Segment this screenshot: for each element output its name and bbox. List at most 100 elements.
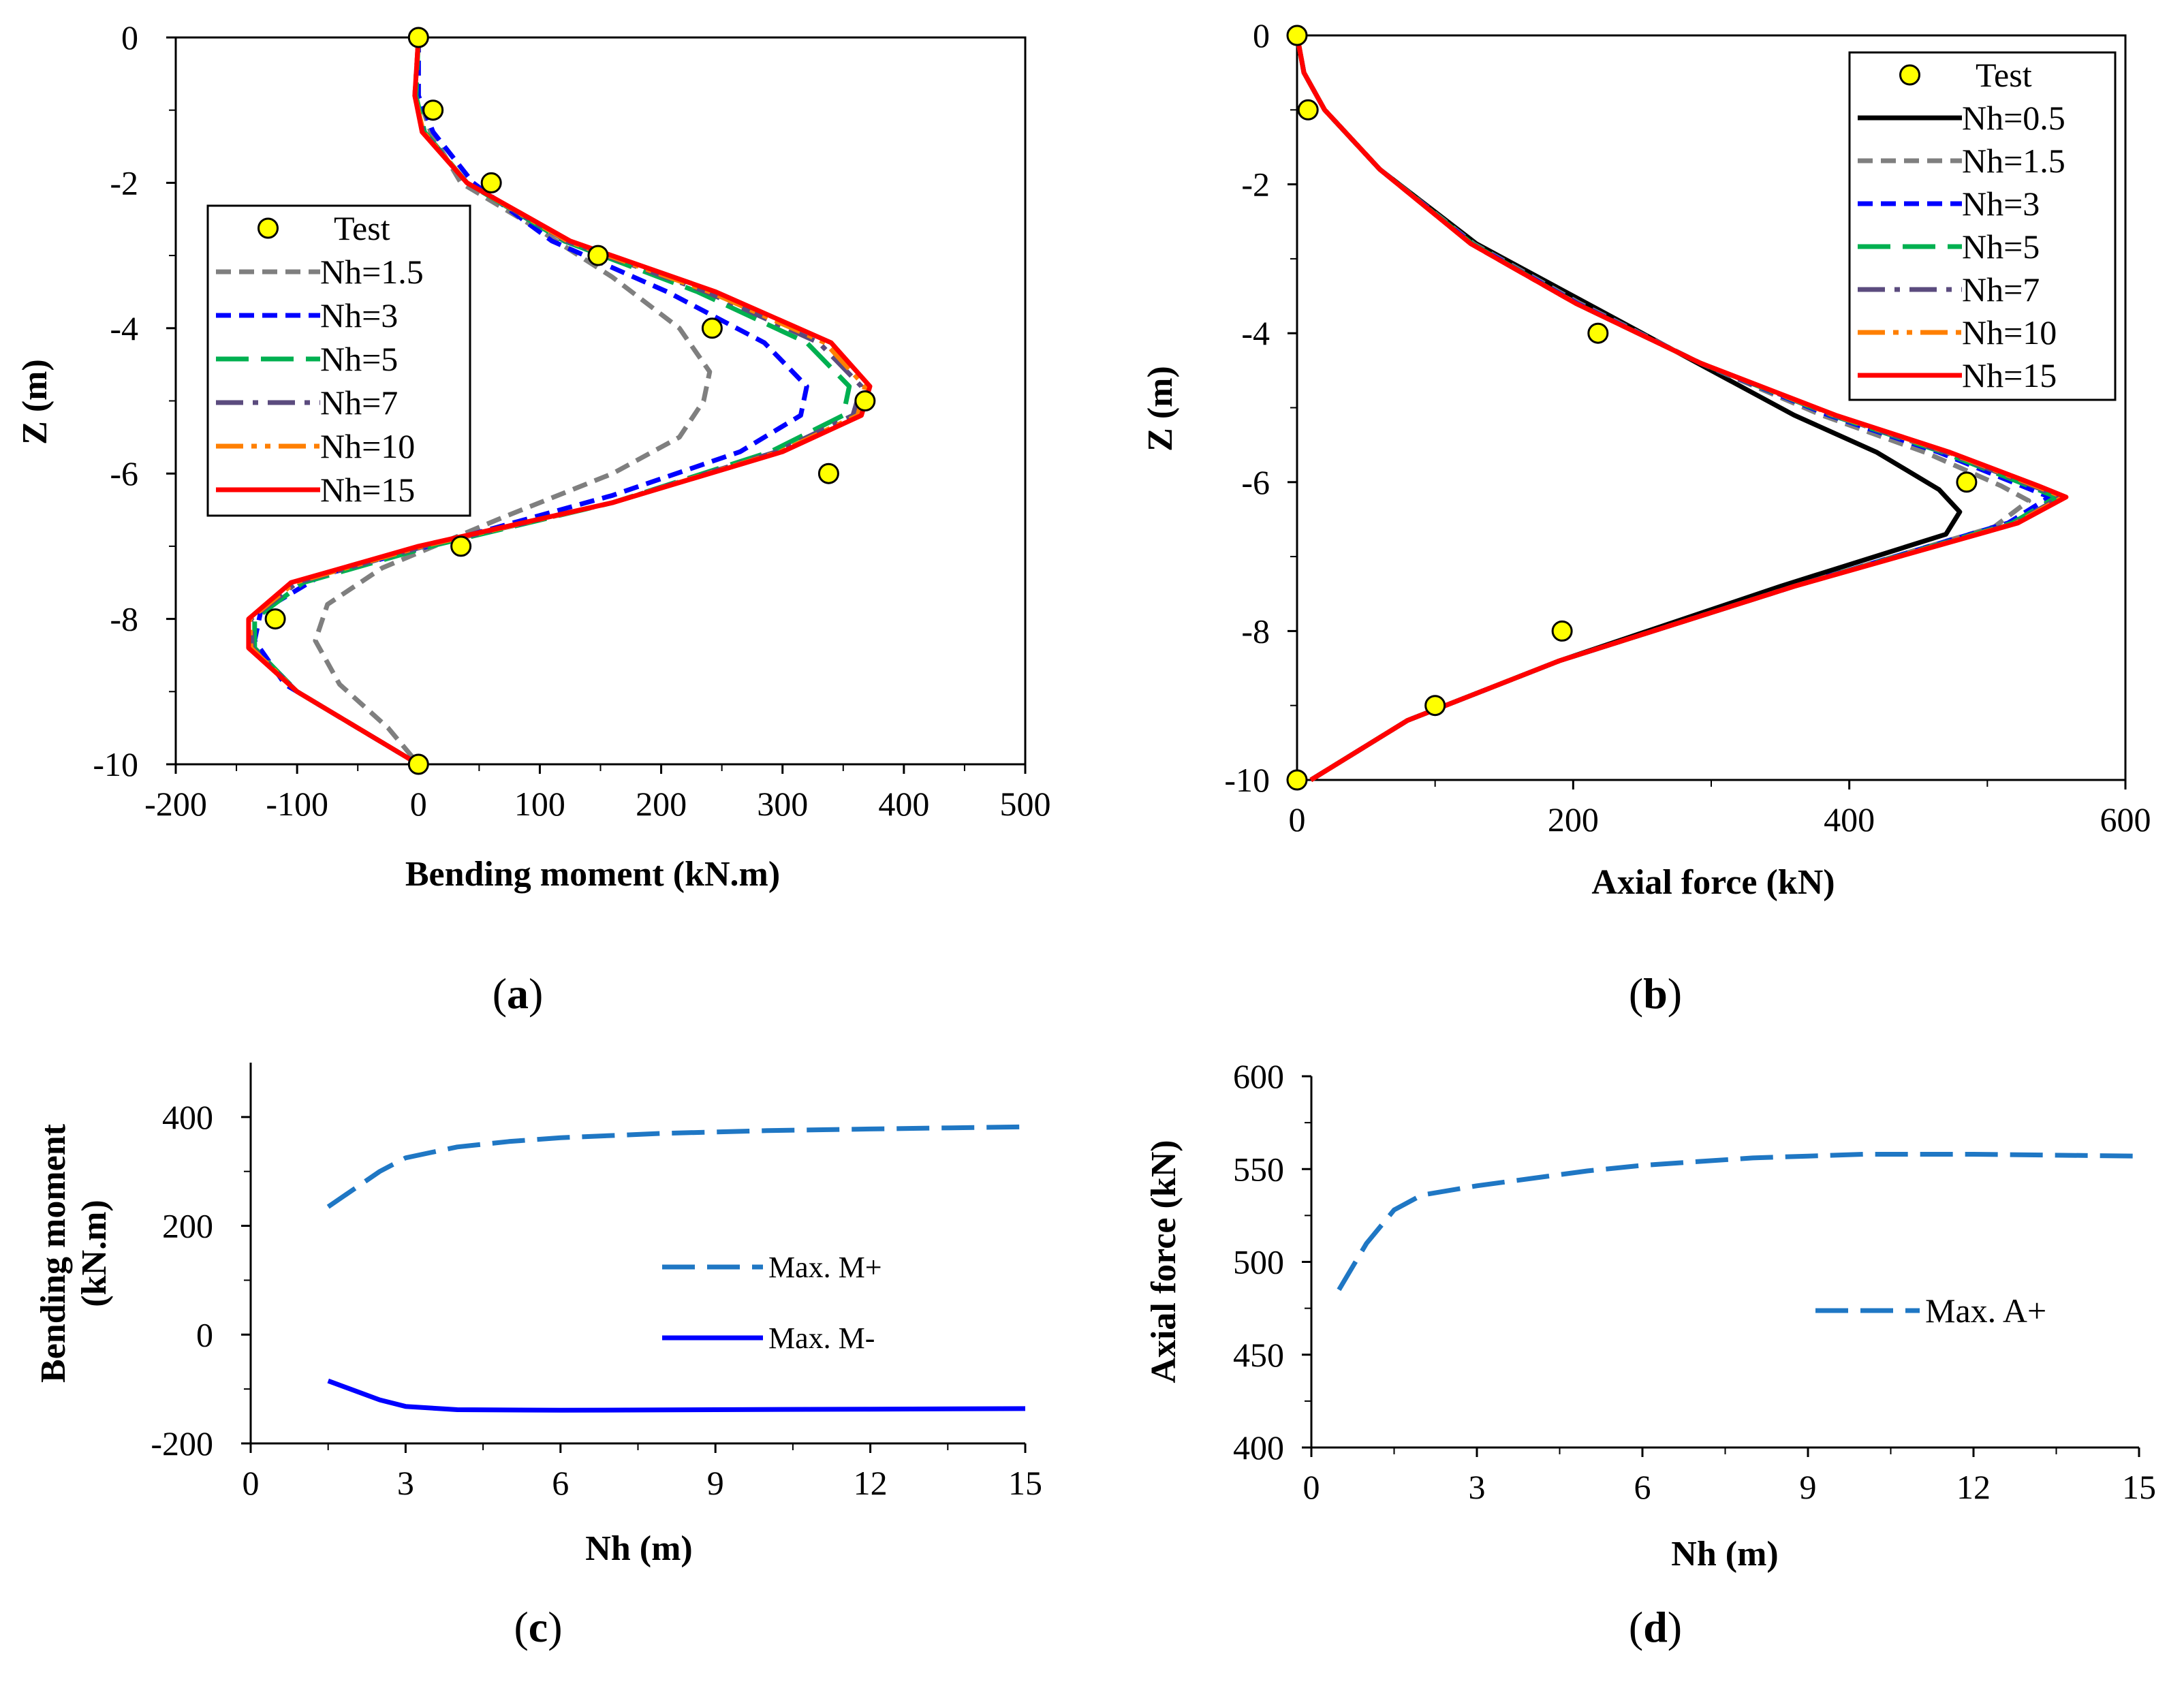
- legend-label: Nh=1.5: [320, 253, 424, 291]
- x-tick-label: 9: [707, 1464, 724, 1502]
- legend-test-marker: [258, 217, 279, 239]
- x-tick-label: 15: [2122, 1468, 2156, 1506]
- panel-caption: (b): [1629, 969, 1682, 1018]
- y-tick-label: -200: [151, 1424, 213, 1462]
- series-line-nh-1-5: [313, 37, 713, 766]
- y-axis-title: Axial force (kN): [1144, 1140, 1183, 1383]
- series-line-max-m-: [327, 1378, 1026, 1413]
- x-tick-label: 6: [1634, 1468, 1651, 1506]
- y-tick-label: -4: [110, 309, 138, 347]
- legend-box: [1848, 51, 2117, 401]
- y-axis-title: Z (m): [1141, 366, 1180, 452]
- x-axis-title: Bending moment (kN.m): [405, 855, 780, 894]
- y-axis-title: Bending moment(kN.m): [34, 1123, 114, 1383]
- y-tick-label: 400: [162, 1098, 213, 1136]
- x-tick-label: 0: [1303, 1468, 1320, 1506]
- x-tick-label: 6: [552, 1464, 569, 1502]
- chart-c: 0 3 6 9 12 15 -200 0 200 400 Nh (m) Bending moment(…: [34, 1063, 1042, 1651]
- legend-label: Nh=10: [320, 427, 415, 465]
- x-tick-label: 3: [1469, 1468, 1486, 1506]
- legend-label: Nh=5: [320, 340, 398, 378]
- panel-caption: (c): [514, 1603, 562, 1651]
- test-data-point: [701, 317, 723, 339]
- x-tick-label: 500: [1000, 785, 1051, 823]
- chart-a: -200 -100 0 100 200 300 400 500 0 -2 -4 -6 -8 -10 Bend…: [16, 18, 1051, 1018]
- test-data-point: [1286, 25, 1308, 46]
- x-tick-label: 400: [878, 785, 929, 823]
- x-tick-label: 9: [1800, 1468, 1817, 1506]
- x-tick-label: 12: [854, 1464, 888, 1502]
- y-tick-label: 450: [1233, 1336, 1284, 1374]
- series-line-max-a-: [1337, 1152, 2140, 1292]
- x-axis-title: Nh (m): [585, 1529, 692, 1568]
- legend-label: Test: [334, 209, 390, 247]
- y-tick-label: -8: [110, 600, 138, 638]
- x-tick-label: 200: [1548, 800, 1599, 839]
- y-tick-label: 600: [1233, 1057, 1284, 1095]
- y-tick-label: -10: [93, 745, 138, 783]
- legend-label: Nh=15: [1962, 356, 2057, 394]
- legend-label: Test: [1976, 56, 2032, 94]
- panel-caption: (d): [1629, 1603, 1682, 1651]
- panel-caption: (a): [493, 969, 544, 1018]
- legend-label: Max. M-: [768, 1321, 875, 1355]
- legend-label: Nh=7: [320, 384, 398, 422]
- y-tick-label: -6: [1241, 463, 1270, 501]
- test-data-point: [854, 390, 876, 411]
- legend-label: Nh=15: [320, 471, 415, 509]
- y-tick-label: 400: [1233, 1428, 1284, 1467]
- test-data-point: [1956, 471, 1978, 493]
- legend-label: Nh=5: [1962, 228, 2040, 266]
- x-tick-label: 12: [1956, 1468, 1991, 1506]
- y-tick-label: 0: [121, 18, 138, 57]
- test-data-point: [422, 99, 444, 121]
- x-tick-label: 0: [1289, 800, 1306, 839]
- test-data-point: [1286, 769, 1308, 791]
- test-data-point: [1587, 322, 1609, 344]
- test-data-point: [450, 535, 472, 557]
- y-tick-label: -2: [110, 163, 138, 202]
- series-line-nh-15: [1294, 35, 2069, 782]
- x-tick-label: 15: [1008, 1464, 1042, 1502]
- x-tick-label: 400: [1824, 800, 1875, 839]
- test-data-point: [587, 245, 609, 266]
- x-axis-title: Axial force (kN): [1591, 863, 1835, 902]
- y-tick-label: -10: [1224, 761, 1270, 799]
- series-line-nh-15: [246, 37, 873, 767]
- legend-label: Max. M+: [768, 1251, 882, 1284]
- y-tick-label: -4: [1241, 314, 1270, 352]
- test-data-point: [1297, 99, 1319, 121]
- x-tick-label: 0: [243, 1464, 260, 1502]
- test-data-point: [407, 753, 429, 775]
- legend-label: Nh=1.5: [1962, 142, 2065, 180]
- legend-test-marker: [1899, 64, 1920, 86]
- y-axis-title: Z (m): [16, 359, 54, 445]
- y-tick-label: 200: [162, 1207, 213, 1245]
- y-tick-label: -8: [1241, 612, 1270, 650]
- x-tick-label: -200: [144, 785, 207, 823]
- test-data-point: [817, 463, 839, 484]
- chart-b: 0 200 400 600 0 -2 -4 -6 -8 -10 Axial force (kN) Z …: [1141, 16, 2151, 1018]
- x-tick-label: 600: [2100, 800, 2151, 839]
- series-line-nh-3: [252, 37, 809, 767]
- legend-label: Nh=3: [320, 296, 398, 334]
- y-tick-label: -2: [1241, 166, 1270, 204]
- x-tick-label: 100: [514, 785, 565, 823]
- test-data-point: [264, 608, 286, 630]
- legend-box: [206, 204, 471, 517]
- legend-label: Nh=7: [1962, 270, 2040, 309]
- x-tick-label: 300: [757, 785, 808, 823]
- y-tick-label: 550: [1233, 1150, 1284, 1188]
- test-data-point: [1424, 695, 1446, 717]
- y-tick-label: 0: [196, 1315, 213, 1353]
- legend-label: Max. A+: [1925, 1292, 2046, 1330]
- x-tick-label: -100: [266, 785, 328, 823]
- x-tick-label: 200: [636, 785, 687, 823]
- series-line-max-m-: [326, 1124, 1026, 1209]
- chart-d: 0 3 6 9 12 15 400 450 500 550 600 Nh (m) Axial force…: [1144, 1057, 2156, 1651]
- x-tick-label: 3: [397, 1464, 414, 1502]
- test-data-point: [480, 172, 502, 193]
- legend-label: Nh=3: [1962, 185, 2040, 223]
- y-tick-label: -6: [110, 454, 138, 492]
